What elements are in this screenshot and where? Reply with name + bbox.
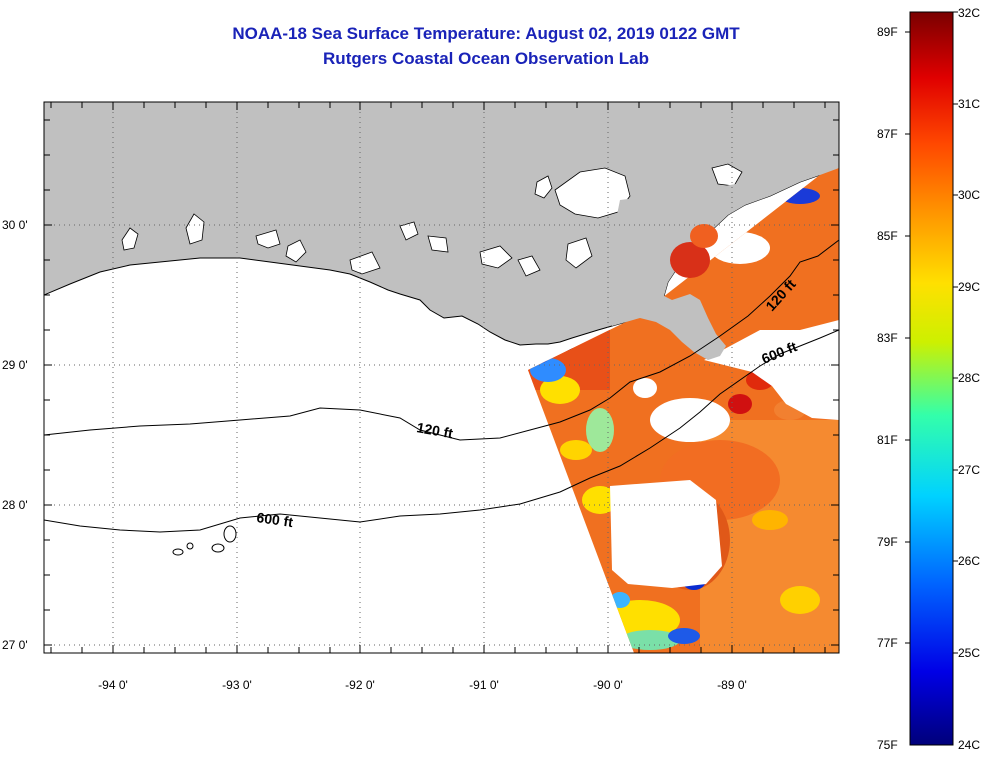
lon-label-91: -91 0' bbox=[469, 678, 499, 692]
delta-sst bbox=[670, 242, 710, 278]
lat-label-28: 28 0' bbox=[2, 498, 28, 512]
lon-label-89: -89 0' bbox=[717, 678, 747, 692]
lon-label-92: -92 0' bbox=[345, 678, 375, 692]
colorbar: 89F 87F 85F 83F 81F 79F 77F 75F 32C 31C … bbox=[877, 6, 980, 752]
map-subtitle: Rutgers Coastal Ocean Observation Lab bbox=[323, 49, 649, 68]
graticule bbox=[44, 102, 839, 653]
lon-label-90: -90 0' bbox=[593, 678, 623, 692]
colorbar-c-24: 24C bbox=[958, 738, 980, 752]
land-overlay bbox=[600, 150, 839, 360]
colorbar-c-26: 26C bbox=[958, 554, 980, 568]
contour-label-120ft-west: 120 ft bbox=[415, 419, 454, 441]
colorbar-c-27: 27C bbox=[958, 463, 980, 477]
colorbar-c-31: 31C bbox=[958, 97, 980, 111]
map-title: NOAA-18 Sea Surface Temperature: August … bbox=[232, 24, 740, 43]
contour-600ft bbox=[44, 329, 839, 533]
colorbar-f-77: 77F bbox=[877, 636, 898, 650]
colorbar-f-87: 87F bbox=[877, 127, 898, 141]
map-area: 120 ft 600 ft 120 ft 600 ft bbox=[44, 102, 839, 653]
contour-label-600ft-west: 600 ft bbox=[256, 509, 295, 530]
frame-ticks bbox=[44, 102, 839, 653]
colorbar-f-81: 81F bbox=[877, 433, 898, 447]
inland-lakes bbox=[121, 163, 743, 277]
colorbar-f-79: 79F bbox=[877, 535, 898, 549]
contour-120ft bbox=[44, 239, 839, 441]
lon-label-94: -94 0' bbox=[98, 678, 128, 692]
lat-label-30: 30 0' bbox=[2, 218, 28, 232]
lat-label-27: 27 0' bbox=[2, 638, 28, 652]
colorbar-c-29: 29C bbox=[958, 280, 980, 294]
lon-label-93: -93 0' bbox=[222, 678, 252, 692]
colorbar-c-28: 28C bbox=[958, 371, 980, 385]
map-frame bbox=[43, 101, 840, 654]
colorbar-gradient bbox=[909, 11, 954, 746]
bathymetry-contours bbox=[44, 239, 839, 556]
colorbar-f-85: 85F bbox=[877, 229, 898, 243]
colorbar-c-30: 30C bbox=[958, 188, 980, 202]
colorbar-c-32: 32C bbox=[958, 6, 980, 20]
lat-label-29: 29 0' bbox=[2, 358, 28, 372]
colorbar-c-25: 25C bbox=[958, 646, 980, 660]
sst-swath bbox=[528, 160, 839, 653]
colorbar-f-83: 83F bbox=[877, 331, 898, 345]
colorbar-f-75: 75F bbox=[877, 738, 898, 752]
delta-sst-2 bbox=[690, 224, 718, 248]
colorbar-f-89: 89F bbox=[877, 25, 898, 39]
